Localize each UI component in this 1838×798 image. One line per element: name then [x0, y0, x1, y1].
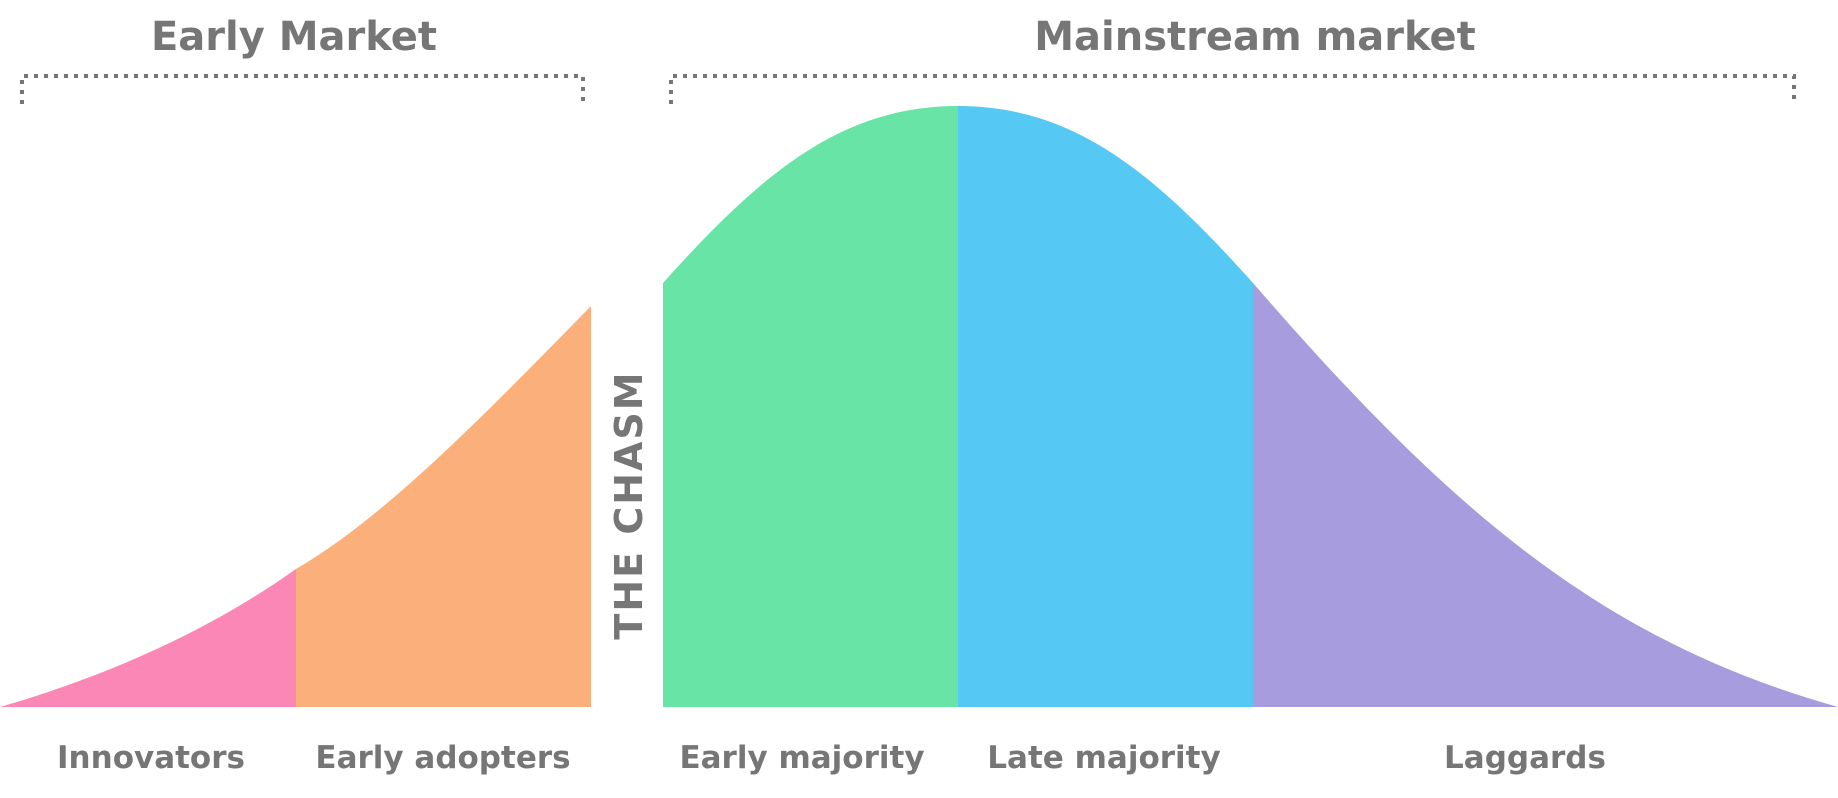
early-majority-label: Early majority [679, 740, 924, 776]
innovators-segment [0, 569, 296, 707]
late-majority-segment [958, 106, 1253, 707]
laggards-segment [1253, 283, 1838, 707]
laggards-label: Laggards [1444, 740, 1606, 776]
early-majority-segment [663, 106, 958, 707]
mainstream-market-bracket [669, 74, 1796, 104]
early-adopters-label: Early adopters [315, 740, 570, 776]
late-majority-label: Late majority [987, 740, 1220, 776]
early-market-bracket [20, 74, 585, 104]
chasm-label: THE CHASM [607, 370, 651, 639]
early-adopters-segment [296, 306, 591, 707]
innovators-label: Innovators [57, 740, 245, 776]
mainstream-market-heading: Mainstream market [1034, 14, 1476, 60]
early-market-heading: Early Market [151, 14, 437, 60]
